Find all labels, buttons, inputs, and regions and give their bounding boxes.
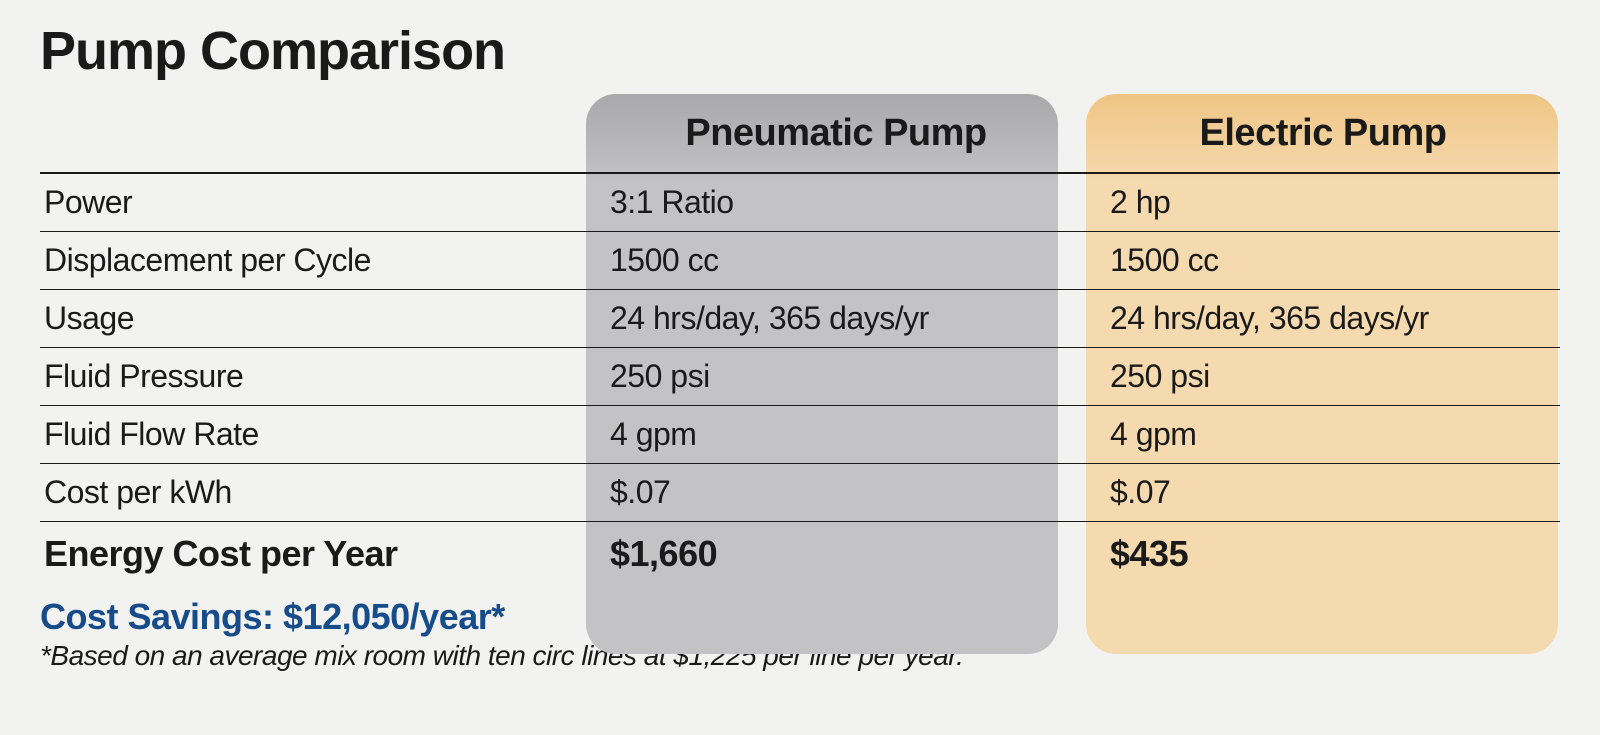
pneumatic-header: Pneumatic Pump — [586, 94, 1086, 172]
row-label: Cost per kWh — [40, 464, 586, 521]
row-label: Usage — [40, 290, 586, 347]
row-value-electric: 250 psi — [1086, 348, 1560, 405]
table-row: Fluid Flow Rate 4 gpm 4 gpm — [40, 406, 1560, 464]
table-row: Usage 24 hrs/day, 365 days/yr 24 hrs/day… — [40, 290, 1560, 348]
row-label: Energy Cost per Year — [40, 522, 586, 586]
table-header-row: Pneumatic Pump Electric Pump — [40, 94, 1560, 174]
table-row: Displacement per Cycle 1500 cc 1500 cc — [40, 232, 1560, 290]
row-value-electric: $.07 — [1086, 464, 1560, 521]
row-value-pneumatic: 24 hrs/day, 365 days/yr — [586, 290, 1086, 347]
row-value-electric: 4 gpm — [1086, 406, 1560, 463]
row-label: Fluid Flow Rate — [40, 406, 586, 463]
row-label: Fluid Pressure — [40, 348, 586, 405]
row-value-pneumatic: 250 psi — [586, 348, 1086, 405]
table-total-row: Energy Cost per Year $1,660 $435 — [40, 522, 1560, 586]
row-value-pneumatic: $1,660 — [586, 522, 1086, 586]
row-label: Displacement per Cycle — [40, 232, 586, 289]
row-value-electric: $435 — [1086, 522, 1560, 586]
table-row: Fluid Pressure 250 psi 250 psi — [40, 348, 1560, 406]
row-value-electric: 24 hrs/day, 365 days/yr — [1086, 290, 1560, 347]
row-value-electric: 1500 cc — [1086, 232, 1560, 289]
electric-header: Electric Pump — [1086, 94, 1560, 172]
page-title: Pump Comparison — [40, 20, 1560, 82]
row-value-pneumatic: 4 gpm — [586, 406, 1086, 463]
row-value-pneumatic: $.07 — [586, 464, 1086, 521]
comparison-table: Pneumatic Pump Electric Pump Power 3:1 R… — [40, 94, 1560, 586]
row-value-pneumatic: 3:1 Ratio — [586, 174, 1086, 231]
row-value-electric: 2 hp — [1086, 174, 1560, 231]
row-label: Power — [40, 174, 586, 231]
table-row: Power 3:1 Ratio 2 hp — [40, 174, 1560, 232]
table-row: Cost per kWh $.07 $.07 — [40, 464, 1560, 522]
row-value-pneumatic: 1500 cc — [586, 232, 1086, 289]
